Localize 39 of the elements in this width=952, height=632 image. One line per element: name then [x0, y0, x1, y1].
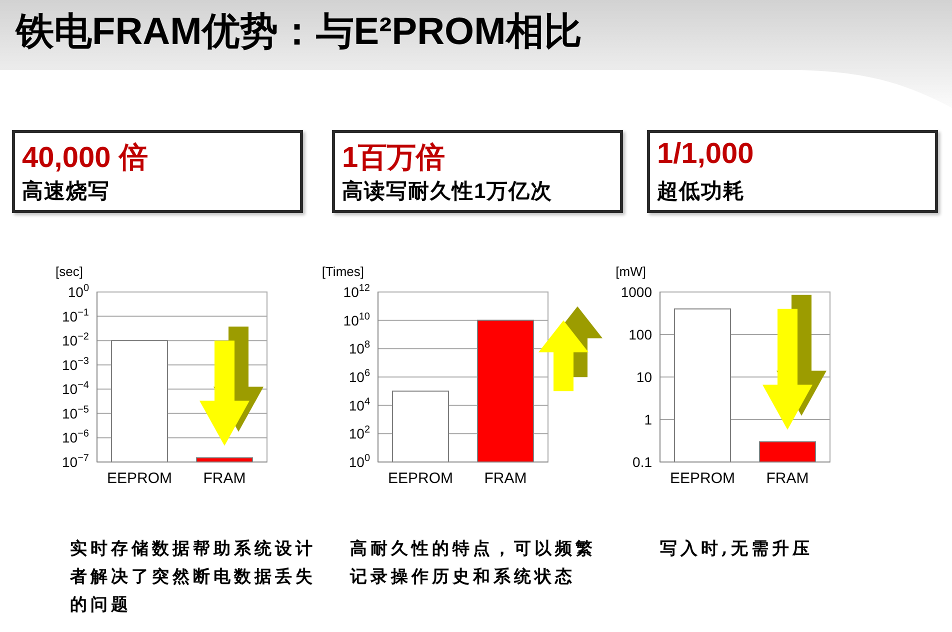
chart-subtitle: 超低功耗 — [657, 179, 745, 205]
y-tick-label: 0.1 — [632, 454, 652, 470]
text: 实时存储数据帮助系统设计者解决了突然断电数据丢失的问题 — [70, 538, 317, 617]
chart-title: 1百万倍 — [342, 141, 446, 176]
y-tick-label: 10$^{0}$ — [348, 453, 370, 470]
y-tick-label: 10$^{−3}$ — [62, 356, 90, 373]
text: 写入时,无需升压 — [660, 538, 814, 561]
y-tick-label: 10$^{−7}$ — [62, 453, 90, 470]
chart-title: 40,000 倍 — [22, 141, 148, 176]
y-tick-label: 10$^{12}$ — [343, 283, 370, 300]
chart-subtitle: 高读写耐久性1万亿次 — [342, 178, 553, 205]
y-tick-label: 10$^{−5}$ — [62, 404, 90, 422]
y-tick-label: 10$^{−4}$ — [62, 380, 90, 398]
y-axis-title: [Times] — [322, 264, 364, 279]
y-tick-label: 10$^{8}$ — [348, 340, 370, 357]
y-tick-label: 1000 — [620, 284, 652, 300]
y-tick-label: 10$^{−6}$ — [62, 428, 90, 446]
y-tick-label: 10$^{2}$ — [348, 424, 370, 442]
y-tick-label: 10$^{6}$ — [348, 368, 370, 385]
y-tick-label: 10$^{4}$ — [348, 396, 370, 414]
text: 铁电FRAM优势：与E²PROM相比 — [16, 10, 582, 55]
x-tick-label: FRAM — [203, 470, 246, 487]
y-tick-label: 10$^{−2}$ — [62, 332, 90, 349]
x-tick-label: FRAM — [484, 470, 527, 487]
y-tick-label: 1 — [644, 412, 652, 428]
x-tick-label: EEPROM — [670, 470, 736, 487]
text: 高耐久性的特点，可以频繁记录操作历史和系统状态 — [350, 538, 597, 589]
chart-subtitle: 高速烧写 — [22, 178, 110, 205]
y-tick-label: 10$^{0}$ — [68, 283, 90, 300]
x-tick-label: EEPROM — [106, 470, 172, 487]
x-tick-label: FRAM — [766, 470, 809, 487]
y-tick-label: 10$^{10}$ — [343, 311, 370, 328]
y-axis-title: [sec] — [56, 264, 83, 279]
y-axis-title: [mW] — [616, 264, 646, 279]
chart-title: 1/1,000 — [657, 138, 754, 171]
y-tick-label: 10$^{−1}$ — [62, 307, 90, 324]
y-tick-label: 100 — [628, 326, 652, 342]
x-tick-label: EEPROM — [388, 470, 454, 487]
y-tick-label: 10 — [636, 369, 652, 385]
